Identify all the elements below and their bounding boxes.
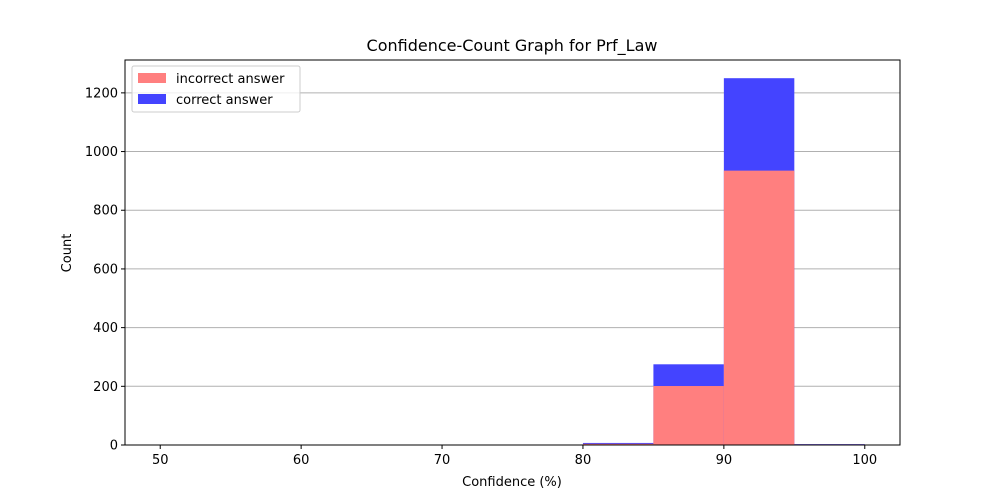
x-tick-label-3: 80 <box>575 453 592 468</box>
y-tick-label-0: 0 <box>110 439 118 454</box>
x-axis-ticks: 50 60 70 80 90 100 <box>152 445 877 468</box>
x-tick-label-5: 100 <box>852 453 877 468</box>
x-tick-label-1: 60 <box>293 453 310 468</box>
plot-frame <box>124 59 901 446</box>
x-tick-label-2: 70 <box>434 453 451 468</box>
bars <box>582 78 865 445</box>
y-tick-label-5: 1000 <box>85 145 118 160</box>
legend: incorrect answer correct answer <box>131 65 301 113</box>
y-axis-ticks: 0 200 400 600 800 1000 1200 <box>85 86 125 454</box>
x-tick-label-0: 50 <box>152 453 169 468</box>
x-tick-label-4: 90 <box>716 453 733 468</box>
chart-title: Confidence-Count Graph for Prf_Law <box>367 36 658 56</box>
y-tick-label-4: 800 <box>93 204 118 219</box>
legend-label-correct: correct answer <box>176 93 273 108</box>
bar-incorrect-answer-7 <box>653 386 724 445</box>
y-tick-label-1: 200 <box>93 380 118 395</box>
bar-incorrect-answer-8 <box>723 170 795 445</box>
legend-swatch-correct <box>138 94 166 104</box>
legend-box <box>131 65 301 113</box>
x-axis-label: Confidence (%) <box>462 475 562 490</box>
bar-incorrect-answer-6 <box>582 443 654 445</box>
legend-swatch-incorrect <box>138 73 166 83</box>
y-tick-label-3: 600 <box>93 262 118 277</box>
y-tick-label-2: 400 <box>93 321 118 336</box>
y-axis-label: Count <box>60 234 75 273</box>
legend-label-incorrect: incorrect answer <box>176 72 285 87</box>
y-tick-label-6: 1200 <box>85 86 118 101</box>
